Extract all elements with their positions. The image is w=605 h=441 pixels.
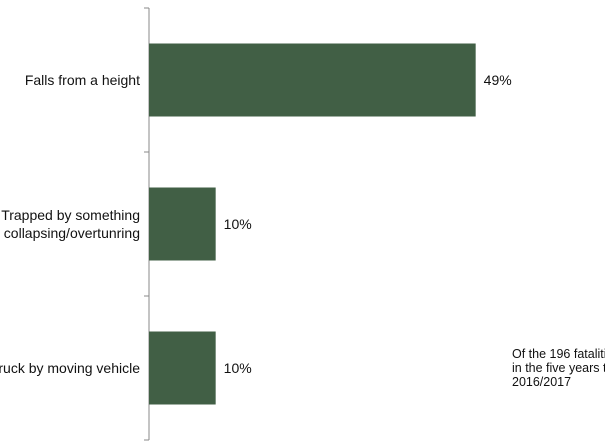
note-line-1: Of the 196 fatalities (512, 347, 605, 361)
category-label: Trapped by something collapsing/overtunri… (1, 207, 140, 241)
value-label: 10% (224, 360, 252, 376)
bar (149, 331, 216, 405)
category-label: Struck by moving vehicle (0, 360, 140, 376)
value-label: 49% (484, 72, 512, 88)
bar (149, 187, 216, 261)
bar (149, 43, 476, 117)
label-layer: Falls from a height 49% Trapped by somethi… (0, 72, 512, 376)
axis-layer (144, 7, 150, 441)
note-line-3: 2016/2017 (512, 375, 572, 389)
fatalities-note: Of the 196 fatalities in the five years … (512, 347, 605, 389)
bar-layer (149, 43, 476, 405)
category-label: Falls from a height (25, 72, 140, 88)
value-label: 10% (224, 216, 252, 232)
note-line-2: in the five years to (512, 361, 605, 375)
